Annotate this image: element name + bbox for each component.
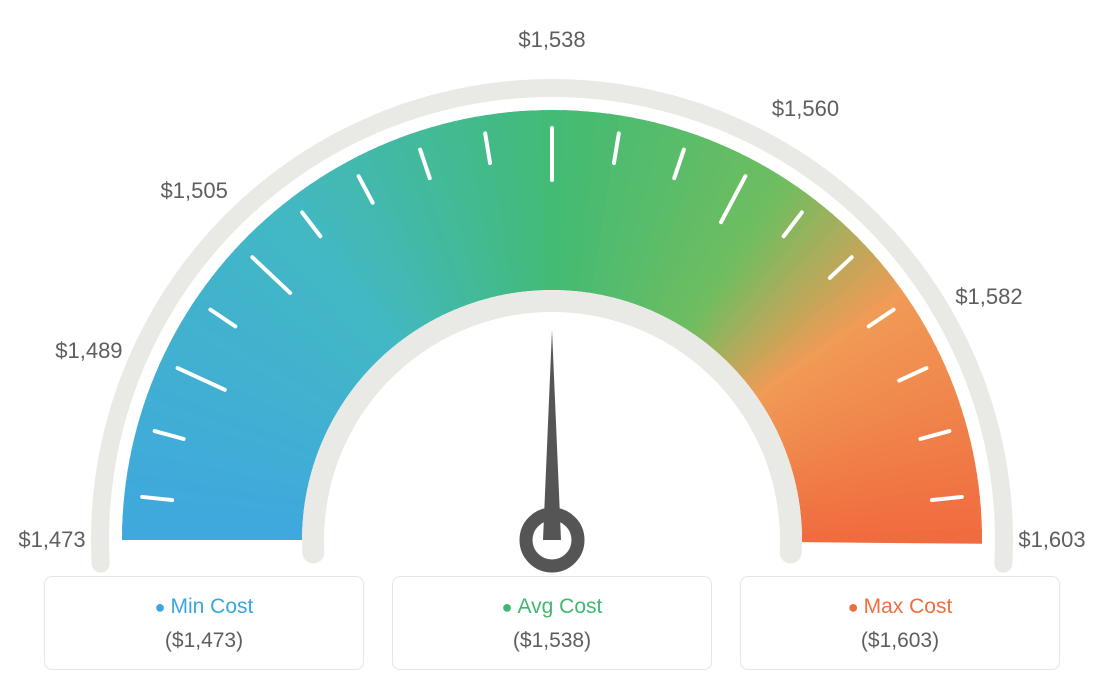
gauge-tick-label: $1,489	[55, 338, 122, 364]
gauge-tick-label: $1,505	[161, 178, 228, 204]
legend-avg-value: ($1,538)	[393, 629, 711, 653]
gauge-chart: $1,473 $1,489 $1,505 $1,538 $1,560 $1,582 $1,6…	[0, 0, 1104, 560]
legend-max-label: Max Cost	[741, 595, 1059, 619]
legend-card-min: Min Cost ($1,473)	[44, 576, 364, 670]
gauge-tick-label: $1,582	[955, 284, 1022, 310]
gauge-tick-label: $1,538	[518, 27, 585, 53]
legend-avg-label: Avg Cost	[393, 595, 711, 619]
gauge-tick-label: $1,560	[772, 96, 839, 122]
legend-min-value: ($1,473)	[45, 629, 363, 653]
legend-card-max: Max Cost ($1,603)	[740, 576, 1060, 670]
gauge-tick-label: $1,473	[18, 527, 85, 553]
legend-min-label: Min Cost	[45, 595, 363, 619]
legend-row: Min Cost ($1,473) Avg Cost ($1,538) Max …	[0, 576, 1104, 670]
gauge-svg	[0, 40, 1104, 600]
gauge-tick-label: $1,603	[1018, 527, 1085, 553]
legend-max-value: ($1,603)	[741, 629, 1059, 653]
legend-card-avg: Avg Cost ($1,538)	[392, 576, 712, 670]
